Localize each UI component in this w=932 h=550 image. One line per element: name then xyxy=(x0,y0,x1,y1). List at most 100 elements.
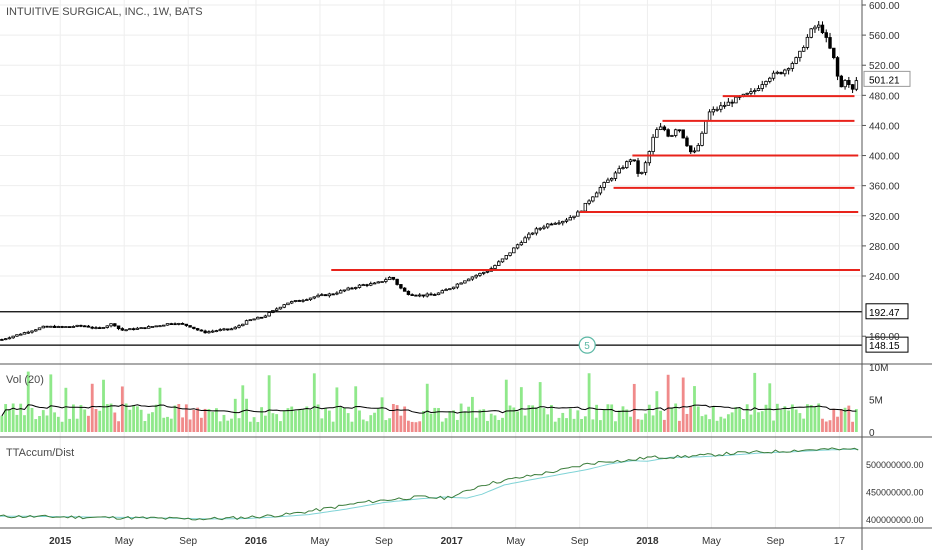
candle-body xyxy=(824,32,828,38)
candle-body xyxy=(165,323,170,326)
volume-bar xyxy=(294,410,297,432)
candle-body xyxy=(564,219,569,222)
support-tag-label: 192.47 xyxy=(869,308,900,319)
volume-bar xyxy=(245,398,248,432)
volume-bar xyxy=(26,371,30,432)
volume-bar xyxy=(196,407,200,432)
candle-body xyxy=(308,297,313,300)
volume-bar xyxy=(565,418,568,432)
volume-bar xyxy=(775,403,779,432)
candle-body xyxy=(154,325,158,328)
volume-bar xyxy=(358,410,361,432)
candle-body xyxy=(22,332,27,335)
volume-bar xyxy=(4,404,8,432)
accum-dist-pane xyxy=(0,447,859,521)
candle-body xyxy=(530,232,535,235)
volume-pane xyxy=(0,371,858,432)
volume-bar xyxy=(248,421,252,432)
x-tick-label: Sep xyxy=(179,536,197,547)
candle-body xyxy=(15,334,19,337)
volume-bar xyxy=(226,420,230,432)
candle-body xyxy=(37,327,42,331)
candle-body xyxy=(835,57,840,77)
candle-body xyxy=(184,323,189,326)
last-price-label: 501.21 xyxy=(869,75,900,86)
volume-bar xyxy=(452,410,455,432)
x-tick-label: Sep xyxy=(375,536,393,547)
candle-body xyxy=(508,252,512,256)
volume-bar xyxy=(644,413,647,432)
volume-bar xyxy=(83,409,87,432)
candle-body xyxy=(549,223,554,226)
candle-body xyxy=(783,69,787,75)
candle-body xyxy=(459,282,463,285)
volume-bar xyxy=(425,383,429,432)
grid xyxy=(0,0,862,528)
volume-bar xyxy=(124,403,128,432)
candle-body xyxy=(34,329,38,332)
volume-bar xyxy=(410,421,414,432)
candle-body xyxy=(290,301,294,304)
volume-bar xyxy=(60,421,64,432)
candle-body xyxy=(233,326,237,330)
candle-body xyxy=(515,244,520,249)
candle-body xyxy=(135,327,140,330)
volume-bar xyxy=(508,405,512,432)
volume-bar xyxy=(275,414,279,432)
volume-bar xyxy=(260,407,264,432)
volume-bar xyxy=(361,419,365,432)
x-tick-label: May xyxy=(311,536,330,547)
candle-body xyxy=(613,172,618,179)
volume-tick-label: 10M xyxy=(869,363,888,374)
candle-body xyxy=(120,328,125,331)
candle-body xyxy=(146,326,151,329)
candle-body xyxy=(109,323,113,327)
volume-bar xyxy=(561,412,565,432)
volume-bar xyxy=(166,416,169,432)
candle-body xyxy=(451,286,456,290)
support-tag-box xyxy=(865,336,909,353)
volume-bar xyxy=(98,410,102,432)
candle-body xyxy=(463,280,467,284)
volume-bar xyxy=(794,409,798,432)
volume-bar xyxy=(806,404,809,432)
candle-body xyxy=(670,135,674,137)
volume-bar xyxy=(316,404,320,432)
candle-body xyxy=(3,338,8,341)
candle-body xyxy=(790,63,795,69)
volume-bar xyxy=(602,409,606,432)
volume-bar xyxy=(218,421,222,432)
candle-body xyxy=(726,101,731,106)
volume-bar xyxy=(527,405,531,432)
volume-bar xyxy=(621,406,625,432)
volume-bar xyxy=(790,404,794,432)
candle-body xyxy=(177,323,181,325)
candle-body xyxy=(301,299,305,302)
candle-body xyxy=(158,325,162,328)
volume-bar xyxy=(655,391,659,432)
x-tick-label: Sep xyxy=(767,536,785,547)
price-tick-label: 240.00 xyxy=(869,272,900,283)
candle-body xyxy=(316,294,320,298)
candle-body xyxy=(594,192,599,198)
price-tick-label: 440.00 xyxy=(869,121,900,132)
volume-bar xyxy=(407,420,410,432)
volume-bar xyxy=(256,422,260,432)
volume-bar xyxy=(331,421,335,432)
volume-tick-label: 0 xyxy=(869,428,875,439)
volume-bar xyxy=(455,419,459,432)
x-tick-label: May xyxy=(115,536,134,547)
volume-bar xyxy=(647,404,651,432)
volume-label: Vol (20) xyxy=(6,374,44,386)
accum-tick-label: 400000000.00 xyxy=(866,515,924,525)
candle-body xyxy=(199,329,204,332)
volume-bar xyxy=(350,421,354,432)
candle-body xyxy=(56,326,61,328)
candle-body xyxy=(625,161,629,169)
candle-body xyxy=(380,281,384,283)
candle-body xyxy=(591,196,595,202)
volume-bar xyxy=(188,419,192,432)
candle-body xyxy=(805,36,810,48)
volume-bar xyxy=(708,419,711,432)
